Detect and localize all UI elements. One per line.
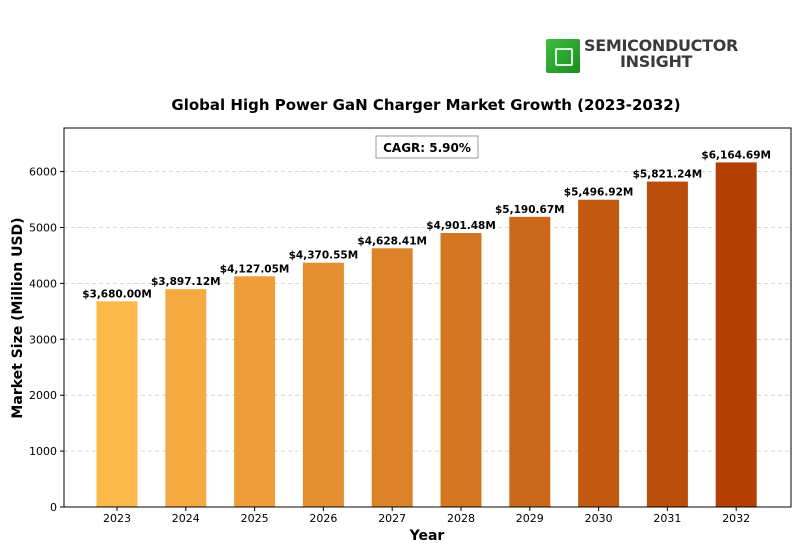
plot-frame — [63, 127, 792, 508]
brand-logo: SEMICONDUCTOR INSIGHT — [546, 38, 746, 78]
x-tick-label: 2027 — [378, 512, 406, 525]
bar-value-label: $5,190.67M — [495, 204, 565, 216]
bar — [578, 199, 620, 507]
cagr-annotation: CAGR: 5.90% — [375, 135, 479, 159]
bar-value-label: $5,821.24M — [633, 169, 703, 181]
bar-value-label: $4,370.55M — [289, 250, 359, 262]
bar — [646, 181, 688, 507]
bar — [509, 216, 551, 507]
x-tick-label: 2024 — [172, 512, 200, 525]
x-tick-label: 2031 — [653, 512, 681, 525]
x-tick-label: 2028 — [447, 512, 475, 525]
bar — [371, 248, 413, 507]
bar-value-label: $6,164.69M — [701, 149, 771, 161]
chart-title: Global High Power GaN Charger Market Gro… — [171, 96, 680, 114]
y-tick-label: 1000 — [29, 445, 57, 458]
y-tick-label: 4000 — [29, 277, 57, 290]
brand-line-2: INSIGHT — [620, 52, 693, 71]
y-tick-label: 5000 — [29, 222, 57, 235]
x-tick-label: 2029 — [516, 512, 544, 525]
bar-value-label: $4,127.05M — [220, 263, 290, 275]
bar-value-label: $3,680.00M — [82, 288, 152, 300]
chip-icon — [546, 39, 580, 73]
y-tick-label: 0 — [50, 501, 57, 514]
x-tick-label: 2023 — [103, 512, 131, 525]
cagr-box — [375, 135, 479, 159]
bar-value-label: $5,496.92M — [564, 187, 634, 199]
x-tick-label: 2032 — [722, 512, 750, 525]
bars — [96, 162, 757, 508]
bar-value-label: $4,901.48M — [426, 220, 496, 232]
x-axis-label: Year — [409, 528, 445, 544]
bar — [165, 289, 207, 507]
y-axis-label: Market Size (Million USD) — [10, 217, 26, 418]
cagr-label: CAGR: 5.90% — [383, 141, 471, 155]
bar-value-label: $3,897.12M — [151, 276, 221, 288]
x-tick-label: 2025 — [241, 512, 269, 525]
y-tick-label: 2000 — [29, 389, 57, 402]
bar — [96, 301, 138, 507]
bar — [440, 233, 482, 507]
y-tick-label: 6000 — [29, 166, 57, 179]
axes: 0 1000 2000 3000 4000 5000 6000 2023 2024 2025 202… — [29, 127, 792, 525]
bar-value-label: $4,628.41M — [357, 235, 427, 247]
x-tick-label: 2026 — [309, 512, 337, 525]
bar — [715, 162, 757, 508]
value-labels: $3,680.00M$3,897.12M$4,127.05M$4,370.55M… — [82, 149, 771, 300]
y-tick-label: 3000 — [29, 333, 57, 346]
bar — [302, 262, 344, 507]
bar — [234, 276, 276, 507]
brand-line-1: SEMICONDUCTOR — [584, 36, 739, 55]
brand-name: SEMICONDUCTOR INSIGHT — [584, 38, 738, 70]
x-tick-label: 2030 — [585, 512, 613, 525]
